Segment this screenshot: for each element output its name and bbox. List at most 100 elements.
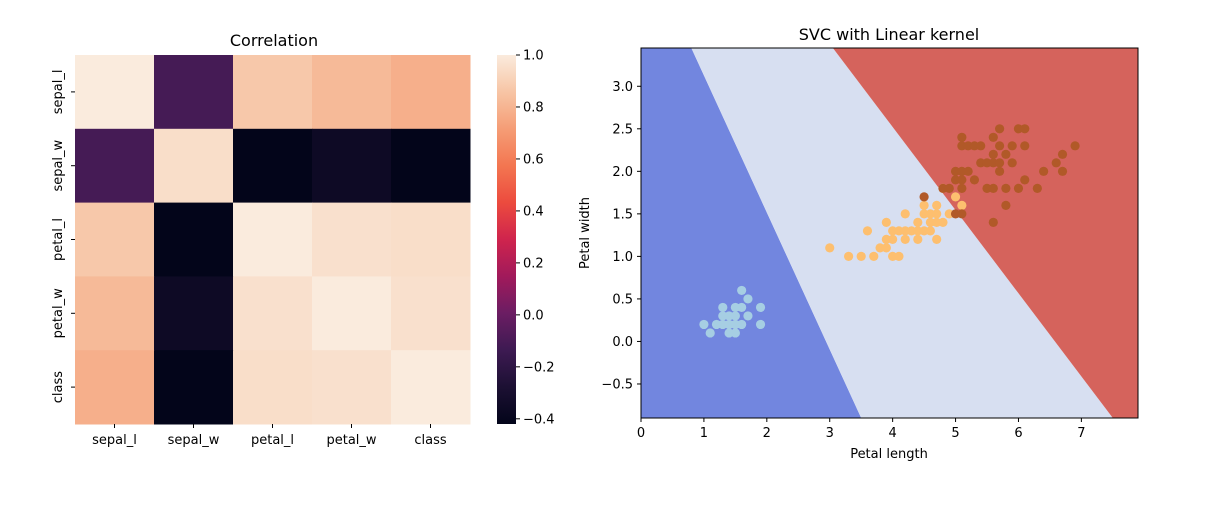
data-point-class-1: [900, 226, 910, 236]
data-point-class-0: [711, 319, 722, 330]
svc-x-tick-label: 5: [951, 426, 959, 441]
data-point-class-1: [856, 251, 866, 261]
data-point-class-1: [888, 234, 898, 244]
colorbar-tick-label: −0.4: [523, 412, 555, 427]
data-point-class-2: [1020, 175, 1030, 185]
data-point-class-2: [1057, 149, 1068, 159]
data-point-class-2: [944, 183, 954, 193]
data-point-class-1: [932, 209, 942, 219]
data-point-class-2: [969, 175, 980, 185]
data-point-class-1: [894, 226, 904, 236]
data-point-class-1: [925, 217, 935, 227]
heatmap-y-label: sepal_l: [51, 70, 66, 115]
data-point-class-0: [724, 328, 734, 338]
data-point-class-2: [957, 141, 967, 151]
heatmap-cell: [312, 55, 392, 130]
svc-x-ticks: 0 1 2 3 4 5 6 7: [637, 418, 1086, 441]
data-point-class-2: [950, 209, 961, 219]
data-point-class-1: [881, 243, 891, 253]
data-point-class-2: [976, 141, 986, 151]
colorbar-gradient: [497, 55, 516, 424]
data-point-class-1: [913, 217, 923, 227]
data-point-class-2: [1051, 158, 1061, 168]
data-point-class-2: [1001, 149, 1011, 159]
data-point-class-1: [844, 251, 854, 261]
svc-title: SVC with Linear kernel: [799, 25, 979, 44]
data-point-class-2: [957, 166, 967, 176]
data-point-class-0: [737, 319, 747, 330]
data-point-class-1: [888, 251, 898, 261]
data-point-class-2: [957, 209, 967, 219]
data-point-class-0: [730, 328, 740, 338]
colorbar-tick-label: 0.8: [523, 100, 544, 115]
heatmap-cell: [312, 276, 392, 351]
data-point-class-2: [950, 175, 961, 185]
data-point-class-2: [1013, 124, 1024, 134]
svc-x-tick-label: 7: [1077, 426, 1085, 441]
data-point-class-1: [944, 209, 954, 219]
data-point-class-1: [919, 226, 929, 236]
data-point-class-1: [888, 226, 898, 236]
colorbar-ticks: 1.0 0.8 0.6 0.4 0.2 0.0 −0.2 −0.4: [516, 49, 555, 427]
heatmap-cell: [154, 350, 234, 425]
data-point-class-1: [900, 209, 910, 219]
data-point-class-2: [994, 124, 1005, 134]
data-point-class-1: [957, 200, 967, 210]
data-point-class-1: [932, 217, 942, 227]
heatmap-cell: [312, 350, 392, 425]
data-point-class-0: [755, 302, 766, 313]
data-point-class-2: [1032, 183, 1042, 193]
heatmap-cell: [233, 128, 313, 204]
svc-y-tick-label: 2.5: [612, 122, 633, 137]
heatmap-cell: [391, 276, 471, 351]
heatmap-cell: [312, 128, 392, 204]
data-point-class-0: [724, 311, 734, 321]
data-point-class-0: [743, 294, 753, 304]
svc-axes-frame: [640, 47, 1139, 419]
data-point-class-1: [919, 200, 929, 210]
data-point-class-2: [1007, 141, 1017, 151]
data-point-class-2: [994, 166, 1005, 176]
heatmap-cell: [154, 55, 234, 130]
data-point-class-0: [718, 311, 728, 321]
data-point-class-0: [705, 328, 715, 338]
heatmap-cell: [154, 276, 234, 351]
heatmap-cell: [75, 276, 155, 351]
data-point-class-2: [982, 158, 992, 168]
svc-y-tick-label: 0.0: [612, 335, 633, 350]
svc-y-tick-label: 0.5: [612, 292, 633, 307]
svc-y-tick-label: 1.0: [612, 250, 633, 265]
data-point-class-2: [1001, 200, 1011, 210]
data-point-class-2: [919, 192, 929, 202]
heatmap-cell: [75, 202, 155, 277]
heatmap-cell: [312, 202, 392, 277]
svc-x-tick-label: 3: [826, 426, 834, 441]
data-point-class-2: [963, 166, 973, 176]
heatmap-y-label: class: [51, 371, 66, 403]
heatmap-cell: [233, 350, 313, 425]
heatmap-x-labels: sepal_l sepal_w petal_l petal_w class: [92, 424, 447, 448]
heatmap-y-label: petal_l: [51, 218, 66, 261]
data-point-class-1: [862, 226, 873, 236]
colorbar-tick-label: −0.2: [523, 360, 555, 375]
svc-y-axis-label: Petal width: [578, 197, 593, 269]
data-point-class-1: [894, 251, 904, 261]
data-point-class-2: [938, 183, 948, 193]
svc-plot: SVC with Linear kernel 0 1 2 3 4 5 6 7 −0.5 0.0 0…: [578, 25, 1139, 462]
region-class-2: [832, 48, 1138, 418]
heatmap-y-label: sepal_w: [51, 139, 66, 191]
data-point-class-2: [957, 175, 967, 185]
data-point-class-2: [994, 158, 1005, 168]
data-point-class-2: [988, 149, 998, 159]
colorbar-tick-label: 0.4: [523, 204, 544, 219]
svc-x-tick-label: 1: [700, 426, 708, 441]
svc-x-tick-label: 4: [889, 426, 897, 441]
colorbar: 1.0 0.8 0.6 0.4 0.2 0.0 −0.2 −0.4: [497, 49, 555, 427]
data-point-class-2: [1070, 141, 1080, 151]
data-point-class-1: [925, 209, 935, 219]
data-point-class-2: [988, 183, 998, 193]
heatmap-title: Correlation: [230, 31, 318, 50]
heatmap-cell: [154, 128, 234, 204]
